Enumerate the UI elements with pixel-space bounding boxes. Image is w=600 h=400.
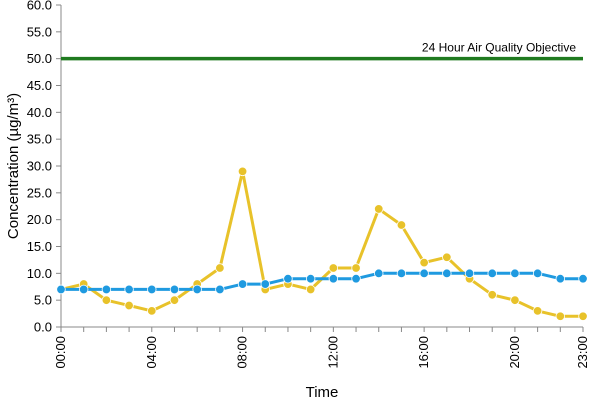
y-tick-label: 40.0 bbox=[27, 105, 52, 120]
y-tick-label: 30.0 bbox=[27, 159, 52, 174]
series-2-point bbox=[305, 274, 316, 284]
x-axis-title: Time bbox=[306, 384, 339, 400]
series-2-point bbox=[442, 268, 452, 279]
series-1-point bbox=[328, 263, 339, 273]
series-1-point bbox=[101, 295, 112, 305]
series-1-point bbox=[532, 306, 543, 316]
series-2-point bbox=[532, 268, 543, 279]
series-2-point bbox=[215, 284, 225, 295]
x-tick-label: 00:00 bbox=[53, 336, 68, 369]
series-layer bbox=[56, 166, 588, 321]
series-1-point bbox=[374, 204, 384, 214]
series-2-point bbox=[101, 284, 112, 295]
series-2-point bbox=[56, 284, 66, 295]
series-1-point bbox=[124, 300, 134, 311]
x-tick-label: 23:00 bbox=[575, 336, 590, 369]
series-1-point bbox=[396, 220, 407, 230]
series-2-point bbox=[510, 268, 520, 279]
series-1-line bbox=[60, 169, 583, 318]
series-2-point bbox=[464, 268, 475, 279]
series-1-point bbox=[305, 284, 316, 295]
x-axis-ticks: 00:00 04:00 08:00 12:00 16:00 20:00 23:00 bbox=[53, 327, 590, 369]
x-tick-label: 08:00 bbox=[235, 336, 250, 369]
series-2-line bbox=[61, 271, 583, 291]
y-axis-title: Concentration (µg/m³) bbox=[5, 93, 22, 239]
x-tick-label: 20:00 bbox=[507, 336, 522, 369]
series-2-point bbox=[78, 284, 89, 295]
series-1-point bbox=[169, 295, 180, 305]
series-2-point bbox=[124, 284, 134, 295]
series-2-point bbox=[169, 284, 180, 295]
series-1-point bbox=[442, 252, 452, 262]
series-2-point bbox=[328, 274, 339, 284]
series-2-point bbox=[419, 268, 429, 279]
y-tick-label: 5.0 bbox=[34, 293, 52, 308]
series-1-point bbox=[215, 263, 225, 273]
series-1-point bbox=[351, 263, 361, 273]
series-1-point bbox=[510, 295, 520, 305]
air-quality-objective-label: 24 Hour Air Quality Objective bbox=[422, 41, 576, 55]
series-1-point bbox=[487, 290, 497, 300]
series-1-point bbox=[555, 311, 566, 321]
series-2-point bbox=[283, 274, 293, 284]
y-tick-label: 20.0 bbox=[27, 212, 52, 227]
y-axis-ticks: 0.0 5.0 10.0 15.0 20.0 25.0 30.0 35.0 40.0 45.0 50… bbox=[27, 0, 61, 335]
series-2-point bbox=[487, 268, 497, 279]
series-2-point bbox=[555, 274, 566, 284]
series-1-point bbox=[237, 166, 248, 177]
series-1-point bbox=[419, 257, 429, 268]
series-2-point bbox=[192, 284, 202, 295]
series-2-point bbox=[351, 274, 361, 284]
y-tick-label: 25.0 bbox=[27, 185, 52, 200]
series-1-point bbox=[578, 311, 588, 321]
series-2-point bbox=[237, 279, 248, 289]
series-2-point bbox=[374, 268, 384, 279]
y-tick-label: 35.0 bbox=[27, 132, 52, 147]
series-2-point bbox=[260, 279, 270, 289]
y-tick-label: 60.0 bbox=[27, 0, 52, 13]
y-tick-label: 0.0 bbox=[34, 320, 52, 335]
series-2-point bbox=[578, 274, 588, 284]
x-tick-label: 16:00 bbox=[416, 336, 431, 369]
y-tick-label: 10.0 bbox=[27, 266, 52, 281]
series-2-point bbox=[396, 268, 407, 279]
x-tick-label: 04:00 bbox=[144, 336, 159, 369]
y-tick-label: 50.0 bbox=[27, 51, 52, 66]
x-tick-label: 12:00 bbox=[325, 336, 340, 369]
y-tick-label: 45.0 bbox=[27, 78, 52, 93]
y-tick-label: 55.0 bbox=[27, 24, 52, 39]
series-1 bbox=[56, 166, 588, 321]
series-2 bbox=[56, 268, 588, 295]
series-1-point bbox=[147, 306, 157, 316]
series-2-point bbox=[147, 284, 157, 295]
y-tick-label: 15.0 bbox=[27, 239, 52, 254]
